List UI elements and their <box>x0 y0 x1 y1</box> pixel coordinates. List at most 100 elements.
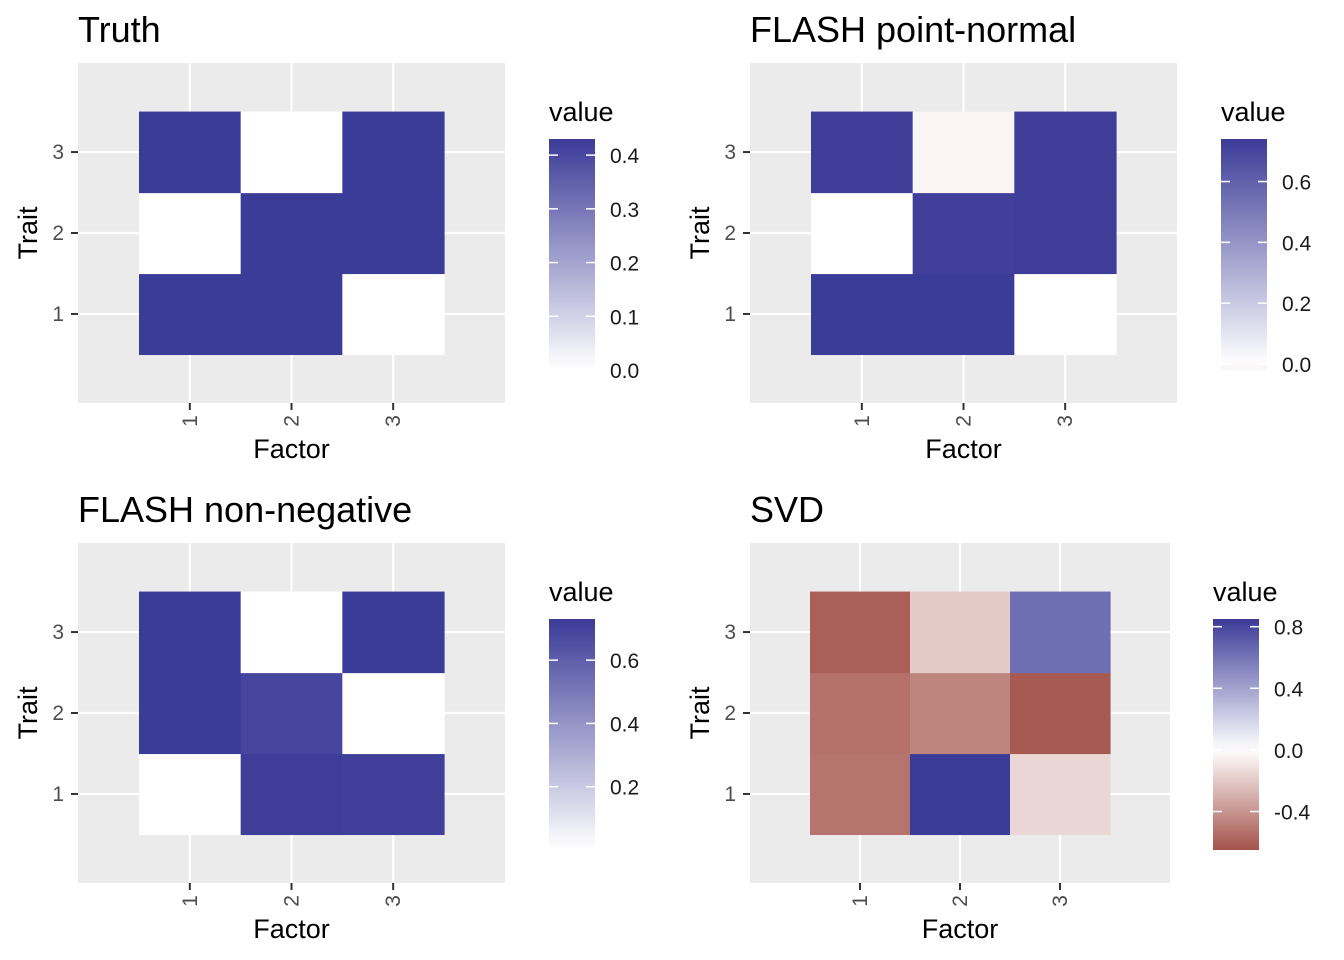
x-tick-label: 3 <box>1049 895 1072 907</box>
heatmap-tile-trait2-factor1 <box>810 672 911 755</box>
heatmap-tile-trait3-factor2 <box>240 111 343 194</box>
legend-tick-label: 0.2 <box>610 777 639 800</box>
legend-title: value <box>549 577 614 607</box>
heatmap-tile-trait2-factor3 <box>342 672 445 755</box>
x-axis-label: Factor <box>925 434 1002 464</box>
legend-colorbar <box>1213 619 1259 850</box>
legend-tick-label: 0.1 <box>610 306 639 329</box>
heatmap-tile-trait3-factor3 <box>342 111 445 194</box>
legend-tick-label: 0.2 <box>610 253 639 276</box>
legend-tick-label: 0.3 <box>610 199 639 222</box>
heatmap-tile-trait3-factor2 <box>240 591 343 674</box>
x-tick-label: 1 <box>849 895 872 907</box>
legend-tick-label: 0.4 <box>1282 232 1312 255</box>
y-axis-label: Trait <box>685 686 715 739</box>
panel-4: SVD 1 2 3 1 2 3 Factor Trait value -0.4 0.0 0.4 0.8 <box>685 489 1311 944</box>
heatmap-tile-trait1-factor3 <box>1010 753 1111 836</box>
heatmap-tile-trait2-factor1 <box>139 192 242 275</box>
legend-tick-label: 0.2 <box>1282 293 1311 316</box>
heatmap-tile-trait2-factor1 <box>139 672 242 755</box>
x-tick-label: 2 <box>953 415 976 427</box>
legend-tick-label: 0.0 <box>1282 354 1311 377</box>
legend: value -0.4 0.0 0.4 0.8 <box>1213 577 1311 850</box>
y-tick-label: 1 <box>724 303 736 326</box>
y-tick-label: 2 <box>724 222 736 245</box>
y-axis-label: Trait <box>13 206 43 259</box>
heatmap-tile-trait3-factor1 <box>810 591 911 674</box>
panel-title: SVD <box>750 489 824 530</box>
heatmap-tile-trait3-factor1 <box>139 591 242 674</box>
y-tick-label: 3 <box>52 621 64 644</box>
heatmap-tile-trait1-factor3 <box>1014 273 1117 356</box>
heatmap-tile-trait2-factor3 <box>1014 192 1117 275</box>
legend-title: value <box>549 97 614 127</box>
heatmap-tile-trait3-factor3 <box>1014 111 1117 194</box>
legend-colorbar <box>549 139 595 370</box>
y-tick-label: 3 <box>724 141 736 164</box>
heatmap-tile-trait1-factor1 <box>139 273 242 356</box>
heatmap-tile-trait3-factor3 <box>342 591 445 674</box>
heatmap-tile-trait1-factor1 <box>810 753 911 836</box>
heatmap-tile-trait2-factor1 <box>811 192 914 275</box>
x-axis-label: Factor <box>253 434 330 464</box>
y-tick-label: 3 <box>52 141 64 164</box>
y-axis-label: Trait <box>685 206 715 259</box>
legend-tick-label: 0.4 <box>610 713 640 736</box>
y-tick-label: 1 <box>52 303 64 326</box>
heatmap-tile-trait2-factor3 <box>1010 672 1111 755</box>
legend-tick-label: 0.6 <box>610 650 639 673</box>
x-tick-label: 2 <box>281 415 304 427</box>
legend-tick-label: 0.8 <box>1274 617 1303 640</box>
heatmap-tile-trait3-factor1 <box>811 111 914 194</box>
heatmap-tile-trait2-factor3 <box>342 192 445 275</box>
y-tick-label: 3 <box>724 621 736 644</box>
heatmap-tile-trait1-factor1 <box>811 273 914 356</box>
y-tick-label: 1 <box>724 783 736 806</box>
heatmap-tile-trait1-factor2 <box>240 753 343 836</box>
x-tick-label: 1 <box>851 415 874 427</box>
heatmap-tile-trait3-factor3 <box>1010 591 1111 674</box>
legend-colorbar <box>1221 139 1267 370</box>
heatmap-tile-trait1-factor2 <box>240 273 343 356</box>
y-tick-label: 2 <box>52 222 64 245</box>
y-axis-label: Trait <box>13 686 43 739</box>
x-tick-label: 3 <box>382 415 405 427</box>
x-tick-label: 1 <box>179 895 202 907</box>
heatmap-tile-trait1-factor3 <box>342 273 445 356</box>
legend-tick-label: 0.4 <box>610 145 640 168</box>
heatmap-tile-trait1-factor2 <box>910 753 1011 836</box>
y-tick-label: 2 <box>724 702 736 725</box>
panel-3: FLASH non-negative 1 2 3 1 2 3 Factor Trait value… <box>13 489 640 944</box>
legend: value 0.0 0.2 0.4 0.6 <box>1221 97 1312 377</box>
heatmap-tile-trait2-factor2 <box>240 192 343 275</box>
heatmap-tile-trait1-factor2 <box>912 273 1015 356</box>
y-tick-label: 2 <box>52 702 64 725</box>
heatmap-tile-trait2-factor2 <box>910 672 1011 755</box>
x-tick-label: 2 <box>949 895 972 907</box>
panel-1: Truth 1 2 3 1 2 3 Factor Trait value 0.0 0.1 0.2 0.3 0… <box>13 9 640 464</box>
panel-title: FLASH non-negative <box>78 489 412 530</box>
panel-2: FLASH point-normal 1 2 3 1 2 3 Factor Trait value… <box>685 9 1312 464</box>
x-axis-label: Factor <box>253 914 330 944</box>
legend: value 0.0 0.1 0.2 0.3 0.4 <box>549 97 640 383</box>
legend-title: value <box>1213 577 1278 607</box>
legend-title: value <box>1221 97 1286 127</box>
legend-tick-label: 0.6 <box>1282 172 1311 195</box>
heatmap-tile-trait2-factor2 <box>240 672 343 755</box>
heatmap-tile-trait3-factor1 <box>139 111 242 194</box>
heatmap-tile-trait1-factor1 <box>139 753 242 836</box>
legend-tick-label: 0.0 <box>1274 740 1303 763</box>
x-tick-label: 1 <box>179 415 202 427</box>
legend-tick-label: -0.4 <box>1274 802 1311 825</box>
legend-colorbar <box>549 619 595 850</box>
legend-tick-label: 0.4 <box>1274 678 1304 701</box>
legend: value 0.2 0.4 0.6 <box>549 577 640 850</box>
y-tick-label: 1 <box>52 783 64 806</box>
heatmap-tile-trait3-factor2 <box>910 591 1011 674</box>
heatmap-tile-trait1-factor3 <box>342 753 445 836</box>
x-tick-label: 3 <box>1054 415 1077 427</box>
heatmap-tile-trait3-factor2 <box>912 111 1015 194</box>
heatmap-tile-trait2-factor2 <box>912 192 1015 275</box>
x-axis-label: Factor <box>922 914 999 944</box>
